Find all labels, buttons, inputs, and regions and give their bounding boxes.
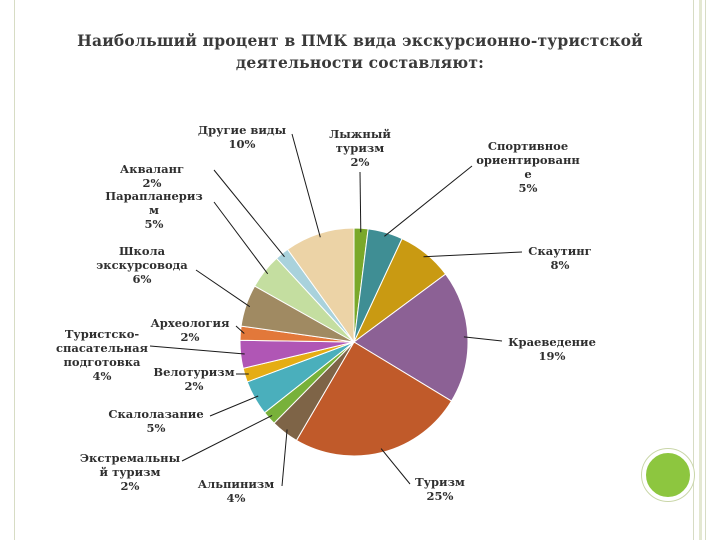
- slice-label-line: Парапланериз: [105, 189, 202, 203]
- slice-label-line: 2%: [351, 155, 370, 169]
- leader-line: [213, 169, 285, 258]
- leader-line: [149, 345, 245, 355]
- slice-label: Экстремальны й туризм 2%: [80, 451, 181, 493]
- leader-line: [195, 269, 251, 308]
- leader-line: [181, 414, 273, 462]
- leader-line: [281, 429, 288, 487]
- slice-label-line: Туристско-: [65, 327, 140, 341]
- slice-label-line: Экстремальны: [80, 451, 181, 465]
- slice-label-line: Лыжный: [329, 127, 391, 141]
- slice-label-line: 25%: [427, 489, 454, 503]
- slice-label: Краеведение 19%: [508, 335, 596, 363]
- leader-line: [291, 133, 321, 238]
- leader-line: [235, 325, 245, 334]
- leader-line: [209, 395, 259, 417]
- slice-label: Археология 2%: [150, 316, 230, 344]
- pie-slice: [295, 341, 453, 457]
- leader-lines: [149, 133, 523, 487]
- next-slide-button[interactable]: [642, 449, 694, 501]
- slice-label: Альпинизм 4%: [198, 477, 275, 505]
- slice-label-line: Туризм: [415, 475, 465, 489]
- leader-line: [213, 201, 269, 275]
- slice-label-line: 5%: [147, 421, 166, 435]
- slice-label: Другие виды 10%: [198, 123, 287, 151]
- leader-line: [463, 336, 503, 342]
- pie-slice: [353, 273, 469, 402]
- slice-label-line: Акваланг: [120, 162, 184, 176]
- slice-label-line: Краеведение: [508, 335, 596, 349]
- slice-label-line: ориентированн: [476, 153, 580, 167]
- slice-label: Скаутинг 8%: [528, 244, 591, 272]
- slice-label-line: 2%: [121, 479, 140, 493]
- slice-label-line: 2%: [181, 330, 200, 344]
- slice-labels: Лыжный туризм 2%Спортивное ориентированн е 5%…: [56, 123, 596, 505]
- leader-line: [384, 165, 473, 237]
- pie-slices: [239, 227, 469, 457]
- slice-label-line: Другие виды: [198, 123, 287, 137]
- slice-label-line: спасательная: [56, 341, 149, 355]
- leader-line: [380, 448, 411, 485]
- slice-label-line: экскурсовода: [96, 258, 188, 272]
- leader-line: [359, 171, 362, 233]
- decorative-bar: [699, 0, 702, 540]
- slice-label-line: Спортивное: [488, 139, 568, 153]
- slice-label: Школа экскурсовода 6%: [96, 244, 188, 286]
- slice-label-line: 2%: [143, 176, 162, 190]
- slice-label-line: Велотуризм: [153, 365, 234, 379]
- slice-label-line: Альпинизм: [198, 477, 275, 491]
- slice-label-line: 8%: [551, 258, 570, 272]
- slice-label-line: Скалолазание: [108, 407, 203, 421]
- slice-label-line: 5%: [145, 217, 164, 231]
- slice-label-line: 6%: [133, 272, 152, 286]
- slice-label-line: подготовка: [63, 355, 141, 369]
- slice-label-line: е: [524, 167, 531, 181]
- slice-label: Велотуризм 2%: [153, 365, 234, 393]
- slide-frame: [14, 0, 706, 540]
- slice-label-line: м: [149, 203, 159, 217]
- slice-label: Туризм 25%: [415, 475, 465, 503]
- slice-label-line: 4%: [227, 491, 246, 505]
- slice-label-line: 5%: [519, 181, 538, 195]
- decorative-line: [693, 0, 694, 540]
- slice-label-line: 2%: [185, 379, 204, 393]
- slice-label: Спортивное ориентированн е 5%: [476, 139, 580, 195]
- slice-label: Акваланг 2%: [120, 162, 184, 190]
- slice-label-line: й туризм: [100, 465, 161, 479]
- slice-label: Лыжный туризм 2%: [329, 127, 391, 169]
- title-line-1: Наибольший процент в ПМК вида экскурсион…: [77, 31, 643, 50]
- slice-label-line: 10%: [229, 137, 256, 151]
- slice-label-line: 4%: [93, 369, 112, 383]
- slice-label-line: Археология: [150, 316, 230, 330]
- slice-label: Туристско-спасательная подготовка 4%: [56, 327, 149, 383]
- page-title: Наибольший процент в ПМК вида экскурсион…: [40, 30, 680, 74]
- slice-label-line: Скаутинг: [528, 244, 591, 258]
- leader-line: [423, 251, 523, 258]
- slice-label-line: туризм: [336, 141, 384, 155]
- slice-label-line: 19%: [539, 349, 566, 363]
- slice-label-line: Школа: [119, 244, 166, 258]
- slice-label: Парапланериз м 5%: [105, 189, 202, 231]
- slice-label: Скалолазание 5%: [108, 407, 203, 435]
- title-line-2: деятельности составляют:: [235, 53, 485, 72]
